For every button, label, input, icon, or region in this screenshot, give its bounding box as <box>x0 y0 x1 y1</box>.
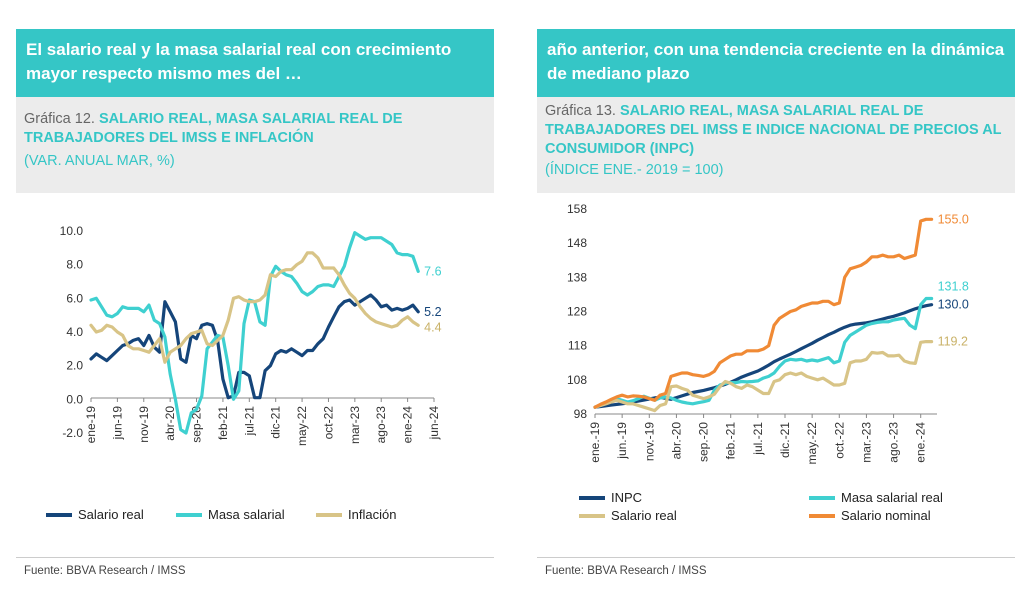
end-label-salario-real: 119.2 <box>938 335 968 349</box>
series-line-salario-real <box>593 340 934 413</box>
y-tick-label: 8.0 <box>66 258 83 272</box>
x-tick-label: may-22 <box>295 406 309 446</box>
x-tick-label: ago-23 <box>374 406 388 444</box>
end-label-masa-salarial: 7.6 <box>424 264 441 278</box>
legend-item-masa-salarial-real: Masa salarial real <box>809 490 943 505</box>
y-tick-label: 2.0 <box>66 359 83 373</box>
right-legend: INPC Masa salarial real Salario real Salari… <box>537 490 1015 530</box>
left-chart-subtitle: (VAR. ANUAL MAR, %) <box>24 153 175 169</box>
legend-label: Masa salarial <box>208 507 285 522</box>
y-tick-label: 158 <box>567 202 587 216</box>
left-source: Fuente: BBVA Research / IMSS <box>24 565 186 577</box>
right-chart-title-text: SALARIO REAL, MASA SALARIAL REAL DE TRAB… <box>545 103 1002 157</box>
right-panel: año anterior, con una tendencia crecient… <box>537 29 1015 193</box>
end-label-inflacion: 4.4 <box>424 320 441 334</box>
legend-label: Inflación <box>348 507 397 522</box>
left-line-chart: 10.0 8.0 6.0 4.0 2.0 0.0 -2.0 ene-19 jun-19 nov-1… <box>60 224 442 446</box>
y-tick-label: 10.0 <box>60 224 84 238</box>
x-tick-label: jun.-19 <box>615 422 629 460</box>
y-tick-label: -2.0 <box>62 426 83 440</box>
legend-swatch <box>809 513 835 518</box>
x-tick-label: sep.-20 <box>697 422 711 462</box>
legend-item-inflacion: Inflación <box>316 507 396 522</box>
right-chart-header: Gráfica 13. SALARIO REAL, MASA SALARIAL … <box>537 97 1015 193</box>
x-tick-label: may.-22 <box>805 422 819 465</box>
y-tick-label: 148 <box>567 236 587 250</box>
left-panel: El salario real y la masa salarial real … <box>16 29 494 193</box>
legend-label: Salario real <box>611 508 677 523</box>
left-banner: El salario real y la masa salarial real … <box>16 29 494 97</box>
legend-item-salario-real: Salario real <box>46 507 144 522</box>
x-tick-label: oct.-22 <box>832 422 846 459</box>
y-tick-label: 128 <box>567 305 587 319</box>
right-footer-divider <box>537 557 1015 558</box>
legend-item-inpc: INPC <box>579 490 642 505</box>
x-tick-label: jun-19 <box>110 406 124 441</box>
x-tick-label: feb-21 <box>216 406 230 440</box>
end-label-inpc: 130.0 <box>938 298 969 312</box>
x-tick-label: feb.-21 <box>724 422 738 460</box>
left-chart-title-text: SALARIO REAL, MASA SALARIAL REAL DE TRAB… <box>24 111 403 146</box>
x-tick-label: ene.-24 <box>914 422 928 463</box>
series-line-inflacion <box>89 251 420 364</box>
x-tick-label: abr-20 <box>163 406 177 441</box>
y-tick-label: 0.0 <box>66 392 83 406</box>
legend-item-masa-salarial: Masa salarial <box>176 507 285 522</box>
y-tick-label: 4.0 <box>66 325 83 339</box>
legend-item-salario-nominal: Salario nominal <box>809 508 931 523</box>
series-line-masa-salarial <box>89 231 420 435</box>
left-legend: Salario real Masa salarial Inflación <box>16 505 494 525</box>
x-tick-label: mar.-23 <box>859 422 873 463</box>
legend-label: Salario real <box>78 507 144 522</box>
end-label-masa-salarial-real: 131.8 <box>938 280 969 294</box>
x-tick-label: dic-21 <box>269 406 283 439</box>
x-tick-label: ago.-23 <box>887 422 901 463</box>
left-chart-header: Gráfica 12. SALARIO REAL, MASA SALARIAL … <box>16 97 494 193</box>
end-label-salario-real: 5.2 <box>424 305 441 319</box>
series-line-salario-real <box>89 293 420 400</box>
left-footer-divider <box>16 557 494 558</box>
legend-swatch <box>316 512 342 517</box>
y-tick-label: 6.0 <box>66 291 83 305</box>
x-tick-label: nov.-19 <box>642 422 656 461</box>
right-chart-title: Gráfica 13. SALARIO REAL, MASA SALARIAL … <box>545 102 1007 159</box>
x-tick-label: ene-24 <box>401 406 415 444</box>
x-tick-label: jul.-21 <box>751 422 765 456</box>
x-tick-label: jul-21 <box>242 406 256 437</box>
left-chart-title: Gráfica 12. SALARIO REAL, MASA SALARIAL … <box>24 110 486 148</box>
legend-swatch <box>579 495 605 500</box>
legend-label: Salario nominal <box>841 508 931 523</box>
right-chart-number: Gráfica 13. <box>545 103 616 119</box>
end-label-salario-nominal: 155.0 <box>938 212 969 226</box>
legend-swatch <box>809 495 835 500</box>
legend-label: Masa salarial real <box>841 490 943 505</box>
legend-label: INPC <box>611 490 643 505</box>
x-tick-label: dic.-21 <box>778 422 792 458</box>
x-tick-label: abr.-20 <box>669 422 683 460</box>
legend-swatch <box>579 513 605 518</box>
x-tick-label: nov-19 <box>137 406 151 443</box>
x-tick-label: mar-23 <box>348 406 362 444</box>
x-tick-label: oct-22 <box>321 406 335 440</box>
x-tick-label: jun-24 <box>427 406 441 441</box>
y-tick-label: 108 <box>567 373 587 387</box>
y-tick-label: 98 <box>574 407 588 421</box>
legend-swatch <box>46 512 72 517</box>
legend-item-salario-real: Salario real <box>579 508 677 523</box>
x-tick-label: ene.-19 <box>588 422 602 463</box>
legend-swatch <box>176 512 202 517</box>
right-chart-subtitle: (ÍNDICE ENE.- 2019 = 100) <box>545 162 724 178</box>
series-line-salario-nominal <box>593 217 934 409</box>
x-tick-label: sep-20 <box>190 406 204 443</box>
right-banner: año anterior, con una tendencia crecient… <box>537 29 1015 97</box>
x-tick-label: ene-19 <box>84 406 98 444</box>
left-chart-number: Gráfica 12. <box>24 111 95 127</box>
right-source: Fuente: BBVA Research / IMSS <box>545 565 707 577</box>
y-tick-label: 118 <box>568 339 587 353</box>
y-tick-label: 138 <box>567 270 587 284</box>
